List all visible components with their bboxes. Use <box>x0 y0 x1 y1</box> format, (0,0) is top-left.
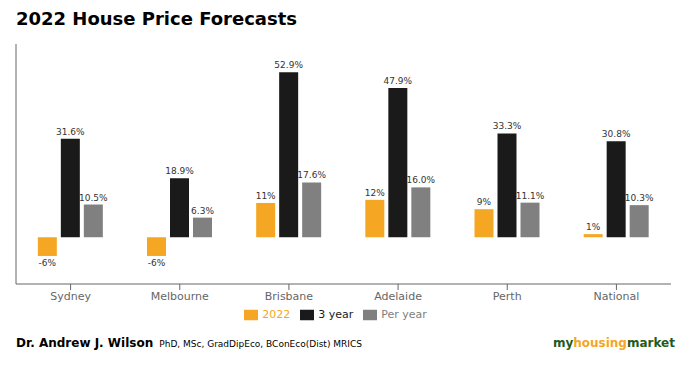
svg-text:Perth: Perth <box>493 290 522 303</box>
svg-text:National: National <box>593 290 639 303</box>
svg-text:16.0%: 16.0% <box>407 175 436 185</box>
svg-text:11%: 11% <box>256 191 276 201</box>
svg-text:11.1%: 11.1% <box>516 191 545 201</box>
svg-text:52.9%: 52.9% <box>274 60 303 70</box>
svg-text:33.3%: 33.3% <box>493 121 522 131</box>
svg-text:47.9%: 47.9% <box>384 76 413 86</box>
svg-text:30.8%: 30.8% <box>602 129 631 139</box>
svg-text:18.9%: 18.9% <box>165 166 194 176</box>
svg-text:17.6%: 17.6% <box>297 170 326 180</box>
html-text:Per year: Per year <box>381 308 427 321</box>
html-text:2022: 2022 <box>262 308 291 321</box>
html-text:PhD, MSc, GradDipEco, BConEco(: PhD, MSc, GradDipEco, BConEco(Dist) MRIC… <box>159 339 362 349</box>
svg-text:12%: 12% <box>365 188 385 198</box>
html-text:my housing market: my housing market <box>552 336 675 350</box>
svg-text:-6%: -6% <box>148 258 166 268</box>
html-text:Dr. Andrew J. Wilson: Dr. Andrew J. Wilson <box>16 336 154 350</box>
svg-text:-6%: -6% <box>39 258 57 268</box>
svg-text:9%: 9% <box>477 197 492 207</box>
svg-text:Melbourne: Melbourne <box>151 290 209 303</box>
svg-text:31.6%: 31.6% <box>56 127 85 137</box>
html-text:3 year: 3 year <box>318 308 354 321</box>
svg-text:6.3%: 6.3% <box>191 206 214 216</box>
svg-text:Brisbane: Brisbane <box>265 290 314 303</box>
svg-text:Sydney: Sydney <box>50 290 91 303</box>
svg-text:Adelaide: Adelaide <box>374 290 422 303</box>
svg-text:1%: 1% <box>586 222 601 232</box>
html-text:2022 House Price Forecasts: 2022 House Price Forecasts <box>16 8 298 29</box>
svg-text:10.3%: 10.3% <box>625 193 654 203</box>
svg-text:10.5%: 10.5% <box>79 193 108 203</box>
